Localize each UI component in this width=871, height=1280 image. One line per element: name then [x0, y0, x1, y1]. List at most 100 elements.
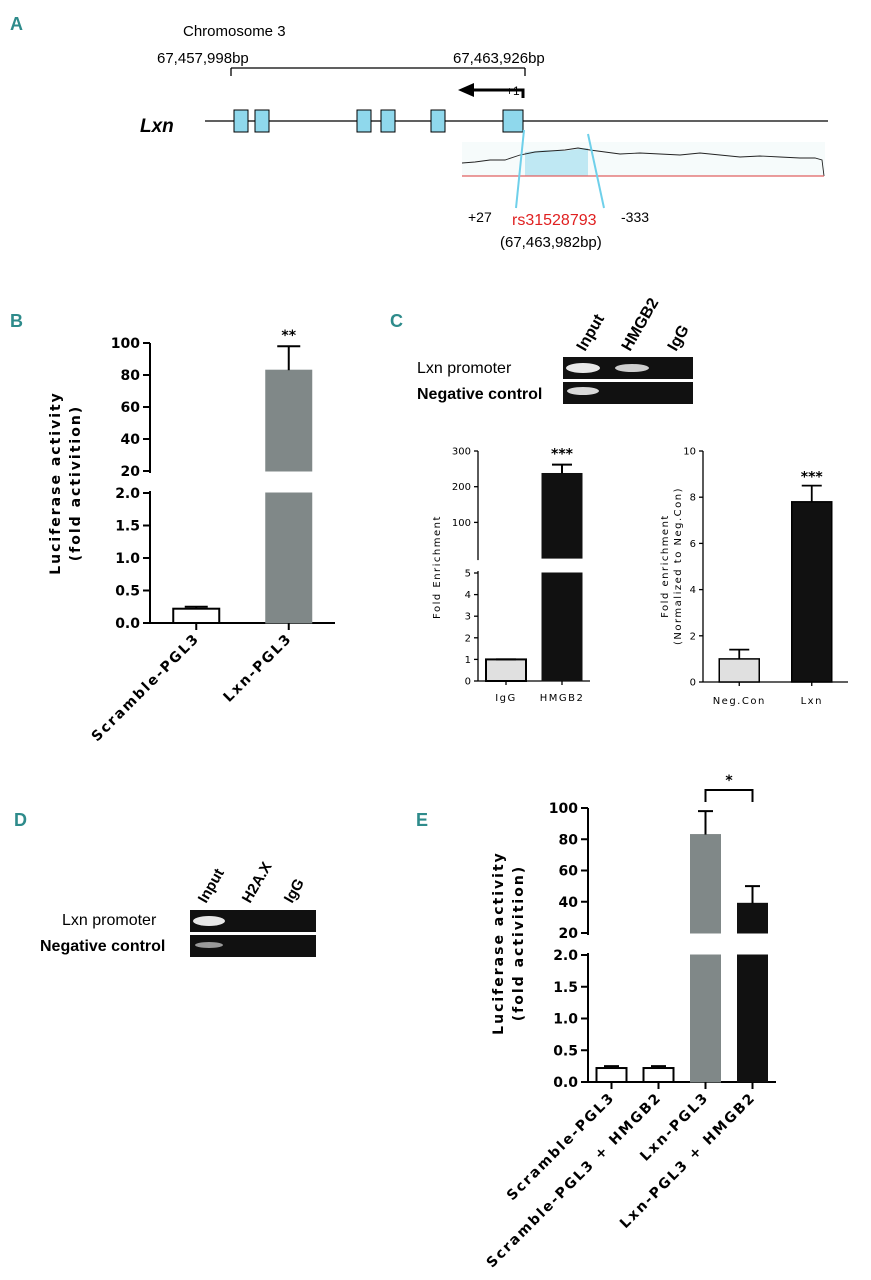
chart-c-left: 0 1 2 3 4 5 100 200 300 Fold Enrichment IgG *** HMGB… — [432, 447, 590, 704]
y-tick-label: 300 — [452, 447, 471, 458]
gel-d-row-lxn: Lxn promoter — [62, 912, 157, 929]
gel-d-band-input-2 — [195, 942, 223, 948]
y-tick-label: 8 — [690, 493, 696, 504]
y-tick-label: 0.0 — [115, 616, 140, 632]
y-tick-label: 80 — [121, 368, 141, 384]
gel-c-lane-input: Input — [574, 311, 609, 354]
track-background — [462, 142, 825, 176]
y-tick-label: 2.0 — [553, 948, 578, 964]
chart-b: 0.0 0.5 1.0 1.5 2.0 20 40 60 80 100 Luciferase act… — [48, 328, 335, 745]
y-tick-label: 6 — [690, 539, 696, 550]
gel-c: Input HMGB2 IgG Lxn promoter Negative co… — [417, 295, 693, 404]
snp-bp-label: (67,463,982bp) — [500, 234, 602, 251]
y-tick-label: 40 — [121, 432, 141, 448]
gel-d-lane-input: Input — [195, 866, 228, 906]
panel-label-c: C — [390, 311, 403, 331]
snp-label: rs31528793 — [512, 212, 597, 229]
bar — [718, 658, 760, 683]
gel-c-row-neg: Negative control — [417, 386, 542, 403]
significance-label: * — [725, 773, 733, 789]
span-bracket — [230, 67, 526, 76]
x-tick-label: Lxn-PGL3 — [221, 631, 296, 706]
bar-upper — [737, 902, 768, 934]
gel-c-row-lxn: Lxn promoter — [417, 360, 512, 377]
panel-c: C Input HMGB2 IgG Lxn promoter Negative … — [390, 295, 848, 707]
gene-label: Lxn — [140, 116, 174, 137]
bar-lower — [265, 492, 313, 624]
y-tick-label: 10 — [683, 447, 696, 458]
chart-c-right: 0 2 4 6 8 10 Fold enrichment (Normalized to Neg… — [660, 447, 848, 707]
bar-upper — [541, 472, 583, 559]
gel-d-band-input-1 — [193, 916, 225, 926]
y-tick-label: 2 — [465, 633, 471, 644]
bar — [791, 501, 833, 683]
x-tick-label: Scramble-PGL3 — [89, 631, 203, 745]
snp-pointer-left — [515, 129, 525, 209]
y-tick-label: 0.5 — [115, 584, 140, 600]
exon-5 — [430, 109, 446, 133]
gel-d-row-neg: Negative control — [40, 938, 165, 955]
y-tick-label: 4 — [465, 590, 471, 601]
bar — [595, 1067, 628, 1084]
gel-d-lane-igg: IgG — [281, 876, 308, 906]
right-pos-label: -333 — [621, 209, 649, 225]
chromosome-label: Chromosome 3 — [183, 23, 286, 40]
y-tick-label: 0.0 — [553, 1075, 578, 1091]
y-tick-label: 3 — [465, 612, 471, 623]
coverage-track — [461, 142, 825, 177]
exon-group — [233, 109, 524, 133]
y-tick-label: 1.5 — [115, 519, 140, 535]
y-tick-label: 60 — [121, 400, 141, 416]
x-tick-label: Neg.Con — [713, 696, 766, 707]
y-tick-label: 4 — [690, 585, 696, 596]
y-tick-label: 5 — [465, 569, 471, 580]
y-axis-label: Luciferase activity — [491, 851, 507, 1035]
y-tick-label: 20 — [121, 464, 141, 480]
bar — [642, 1067, 675, 1084]
x-tick-label: Scramble-PGL3 + HMGB2 — [484, 1090, 666, 1272]
bar — [172, 607, 221, 625]
y-tick-label: 1.0 — [115, 551, 140, 567]
tss-arrowhead — [458, 83, 474, 97]
gel-d-strip-2 — [190, 935, 316, 957]
snp-pointer-right — [587, 133, 605, 209]
panel-e: E 0.0 0.5 1.0 1.5 2.0 20 40 60 80 100 Luciferase a… — [416, 773, 776, 1271]
y-tick-label: 40 — [559, 895, 579, 911]
y-axis-label: Fold enrichment — [660, 514, 671, 618]
tss-label: +1 — [506, 84, 520, 98]
significance-label: *** — [551, 447, 574, 463]
y-tick-label: 80 — [559, 832, 579, 848]
tss-arrow — [470, 88, 525, 98]
panel-label-a: A — [10, 14, 23, 34]
y-axis-label: (fold activition) — [511, 865, 527, 1021]
bar-lower — [541, 572, 583, 682]
bar-upper — [265, 369, 313, 472]
y-tick-label: 100 — [549, 801, 578, 817]
gel-d-strip-1 — [190, 910, 316, 932]
panel-a: A Chromosome 3 67,457,998bp 67,463,926bp… — [10, 14, 828, 251]
left-pos-label: +27 — [468, 209, 492, 225]
exon-4 — [380, 109, 396, 133]
x-tick-label: Lxn — [801, 696, 823, 707]
gel-c-lane-hmgb2: HMGB2 — [619, 295, 663, 354]
y-tick-label: 100 — [452, 518, 471, 529]
x-tick-label: IgG — [495, 693, 517, 704]
significance-label: *** — [801, 470, 824, 486]
panel-label-d: D — [14, 810, 27, 830]
panel-d: D Input H2A.X IgG Lxn promoter Negative … — [14, 810, 316, 957]
gel-c-band-input-1 — [566, 363, 600, 373]
gel-c-strip-2 — [563, 382, 693, 404]
panel-b: B 0.0 0.5 1.0 1.5 2.0 20 40 60 80 100 Luciferase a… — [10, 311, 335, 745]
y-tick-label: 2.0 — [115, 486, 140, 502]
bar-upper — [690, 834, 721, 934]
snp-region-shade — [525, 148, 588, 176]
y-tick-label: 100 — [111, 336, 140, 352]
y-tick-label: 0.5 — [553, 1043, 578, 1059]
gel-d: Input H2A.X IgG Lxn promoter Negative co… — [40, 859, 316, 957]
y-axis-label: (fold activition) — [68, 405, 84, 561]
y-tick-label: 2 — [690, 631, 696, 642]
end-bp-label: 67,463,926bp — [453, 50, 545, 67]
y-tick-label: 1 — [465, 655, 471, 666]
significance-label: ** — [281, 328, 296, 344]
exon-6 — [502, 109, 524, 133]
